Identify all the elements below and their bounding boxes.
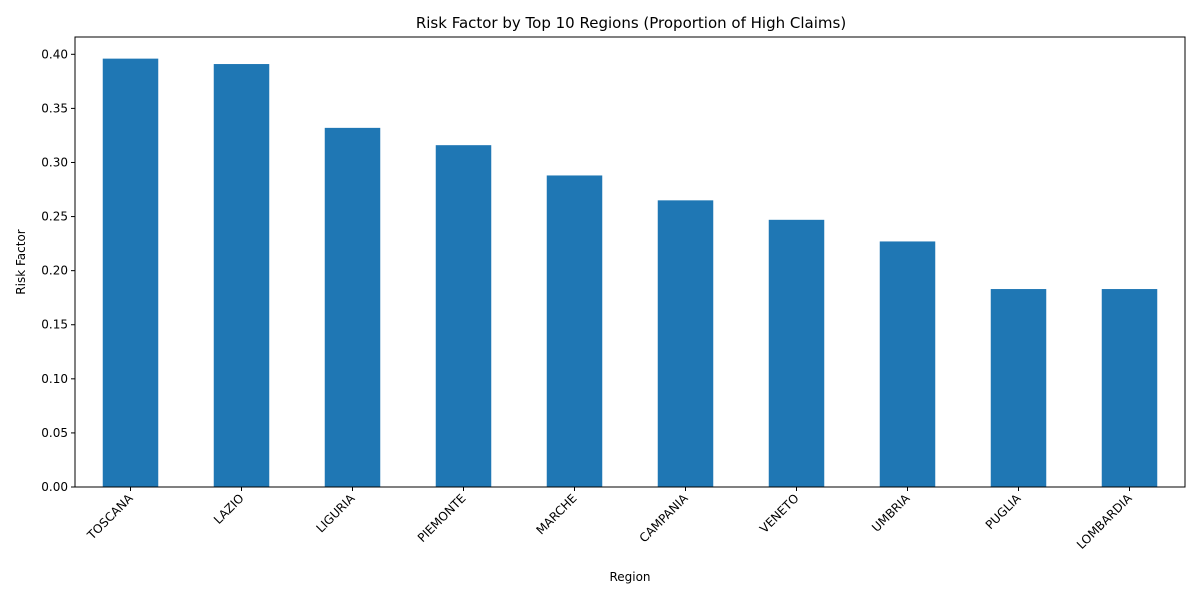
- bar-puglia: [990, 289, 1047, 487]
- bar-campania: [657, 200, 714, 487]
- x-tick-label: PIEMONTE: [415, 491, 469, 545]
- bar-lazio: [213, 64, 270, 487]
- x-axis: TOSCANA LAZIO LIGURIA PIEMONTE MARCHE CAMPANI…: [84, 487, 1135, 552]
- y-tick-label: 0.25: [41, 210, 68, 224]
- bar-toscana: [102, 58, 159, 488]
- bar-lombardia: [1101, 289, 1158, 487]
- y-tick-label: 0.40: [41, 47, 68, 61]
- y-tick-label: 0.10: [41, 372, 68, 386]
- x-tick-label: UMBRIA: [869, 491, 913, 535]
- x-tick-label: CAMPANIA: [637, 491, 692, 546]
- bar-marche: [546, 175, 603, 487]
- x-tick-label: PUGLIA: [983, 491, 1024, 532]
- y-tick-label: 0.20: [41, 264, 68, 278]
- y-tick-label: 0.15: [41, 318, 68, 332]
- bars-group: [102, 58, 1158, 488]
- x-tick-label: LIGURIA: [313, 491, 358, 536]
- x-tick-label: LAZIO: [211, 491, 247, 527]
- bar-umbria: [879, 241, 936, 487]
- bar-veneto: [768, 219, 825, 487]
- x-axis-label: Region: [609, 570, 650, 584]
- y-axis-label: Risk Factor: [14, 229, 28, 294]
- bar-liguria: [324, 127, 381, 487]
- y-tick-label: 0.00: [41, 480, 68, 494]
- x-tick-label: MARCHE: [533, 491, 579, 537]
- y-axis: 0.00 0.05 0.10 0.15 0.20 0.25 0.30 0.35 0.40: [41, 47, 75, 494]
- x-tick-label: TOSCANA: [84, 491, 136, 543]
- y-tick-label: 0.05: [41, 426, 68, 440]
- plot-frame: [74, 36, 1186, 488]
- y-tick-label: 0.30: [41, 155, 68, 169]
- y-tick-label: 0.35: [41, 101, 68, 115]
- x-tick-label: VENETO: [757, 491, 802, 536]
- x-tick-label: LOMBARDIA: [1074, 491, 1135, 552]
- chart-title: Risk Factor by Top 10 Regions (Proportio…: [416, 14, 846, 32]
- bar-piemonte: [435, 145, 492, 487]
